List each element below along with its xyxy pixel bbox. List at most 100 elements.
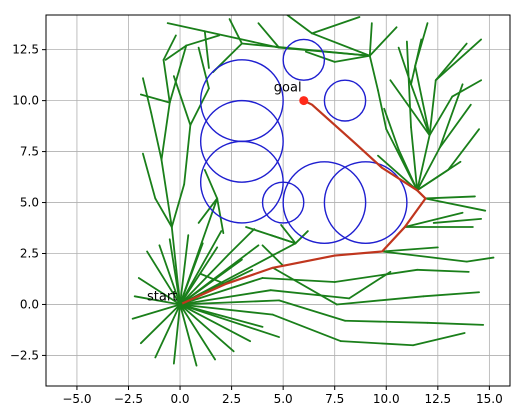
tree-edge [304,50,336,63]
tree-edge [261,277,336,283]
tree-edge [166,22,206,33]
tree-edge [278,299,346,322]
obstacle-circle [282,161,367,245]
tree-edge [269,289,351,300]
tree-edge [179,234,190,306]
y-tick-label: 5.0 [20,196,39,210]
tree-edge [185,34,221,47]
x-tick-label: 15.0 [476,392,503,406]
start-label: start [147,289,177,304]
obstacle-circle [261,181,305,224]
y-tick-label: 7.5 [20,145,39,159]
x-tick-label: −5.0 [62,392,91,406]
tree-edge [142,152,157,200]
tree-edge [403,211,464,228]
x-tick-label: 12.5 [424,392,451,406]
tree-edge [168,44,188,104]
tree-edge [335,295,425,306]
tree-edge [428,95,454,137]
tree-edge [179,303,198,367]
tree-edge [333,54,371,63]
rrt-tree [131,15,495,367]
obstacle-circle [323,79,367,122]
tree-edge [414,22,429,67]
tree-edge [164,44,188,61]
tree-edge [199,272,227,285]
x-tick-label: −2.5 [114,392,143,406]
tree-edge [154,197,173,228]
tree-edge [311,32,371,57]
tree-edge [228,228,256,255]
tree-edge [465,256,495,263]
y-tick-label: −2.5 [10,348,39,362]
x-tick-label: 2.5 [222,392,241,406]
obstacle-circle [282,38,326,81]
tree-edge [416,160,462,192]
axis-ticks: −5.0 −2.5 0.0 2.5 5.0 7.5 10.0 12.5 15.0 −2.5 0.0 2… [10,43,503,406]
tree-edge [405,40,412,129]
markers [177,96,309,307]
tree-edge [179,242,297,306]
tree-edge [368,26,398,57]
tree-edge [216,197,225,235]
start-marker [177,301,183,307]
tree-edge [137,277,181,306]
tree-edge [131,303,181,320]
tree-edge [381,250,468,263]
tree-edge [179,230,223,306]
tree-edge [368,22,373,57]
tree-edge [179,197,219,306]
tree-edge [179,303,274,316]
tree-edge [311,16,361,35]
tree-edge [339,340,414,347]
tree-edge [344,319,429,324]
tree-edge [381,246,439,253]
tree-edge [368,54,379,92]
tree-edge [241,42,371,57]
tree-edge [432,217,483,224]
path-line [179,99,427,306]
tree-edge [434,42,468,82]
tree-edge [422,291,480,298]
tree-edge [286,15,313,35]
tree-edge [160,101,171,161]
tree-edge [416,134,431,192]
axes-frame [45,14,511,387]
tree-edge [416,268,470,273]
tree-edge [424,197,487,212]
x-tick-label: 5.0 [274,392,293,406]
tree-edge [434,38,483,82]
tree-edge [412,332,466,347]
tree-edge [385,128,419,192]
obstacle-circle [323,161,408,245]
goal-marker [299,96,309,106]
tree-edge [389,79,431,137]
y-tick-label: 12.5 [12,43,39,57]
tree-edge [451,79,483,98]
tree-edge [197,46,210,90]
tree-edge [414,65,431,137]
tree-edge [170,226,181,306]
tree-edge [154,303,181,359]
tree-edge [410,126,419,192]
tree-edge [438,83,464,149]
tree-edge [189,87,210,126]
tree-edge [183,124,192,186]
x-tick-label: 7.5 [325,392,344,406]
tree-edge [139,303,181,345]
goal-label: goal [274,81,302,96]
tree-edge [179,244,260,306]
tree-edge [179,289,272,306]
tree-edge [179,303,280,338]
tree-edge [203,169,219,200]
tree-edge [426,321,485,326]
tree-edge [271,313,342,343]
tree-edge [133,295,181,306]
tree-edge [179,299,280,306]
obstacle-circle [199,99,284,183]
tree-edge [428,79,437,137]
tree-edge [447,128,480,171]
obstacles [199,38,408,245]
